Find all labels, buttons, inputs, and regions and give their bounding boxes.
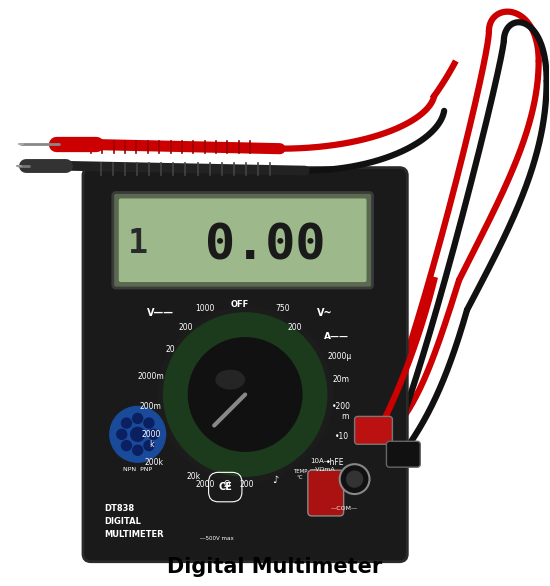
FancyBboxPatch shape	[113, 192, 372, 288]
Text: 200k: 200k	[144, 458, 163, 466]
Text: 20: 20	[166, 345, 175, 354]
FancyBboxPatch shape	[119, 199, 366, 282]
Text: —VΩmA: —VΩmA	[310, 466, 336, 472]
Text: 0.00: 0.00	[205, 222, 325, 269]
Circle shape	[158, 307, 333, 482]
Text: 750: 750	[276, 304, 290, 314]
Text: 2000μ: 2000μ	[328, 352, 352, 361]
Circle shape	[122, 441, 131, 451]
Text: DT838: DT838	[104, 505, 134, 513]
Text: ―500V max: ―500V max	[200, 536, 234, 541]
Text: NPN  PNP: NPN PNP	[123, 466, 152, 472]
Circle shape	[110, 407, 166, 462]
Text: Ω: Ω	[224, 479, 230, 489]
FancyBboxPatch shape	[83, 168, 408, 562]
Circle shape	[133, 445, 142, 455]
Circle shape	[122, 418, 131, 428]
Circle shape	[148, 430, 158, 440]
Circle shape	[133, 414, 142, 423]
Ellipse shape	[215, 370, 245, 390]
Circle shape	[144, 441, 154, 451]
Text: CE: CE	[218, 482, 232, 492]
FancyBboxPatch shape	[387, 441, 420, 467]
Text: 200m: 200m	[140, 402, 162, 411]
Text: —COM—: —COM—	[331, 506, 358, 512]
Text: V~: V~	[317, 308, 333, 318]
Circle shape	[340, 464, 370, 494]
Circle shape	[144, 418, 154, 428]
Text: 1000: 1000	[196, 304, 215, 314]
Text: 20k: 20k	[186, 472, 201, 481]
FancyBboxPatch shape	[308, 470, 344, 516]
Text: •10: •10	[334, 432, 349, 441]
Circle shape	[163, 313, 327, 476]
Text: 200: 200	[288, 323, 302, 332]
Text: 2000m: 2000m	[138, 372, 164, 381]
Text: A——: A——	[324, 332, 349, 341]
Text: •200: •200	[332, 402, 351, 411]
Text: MULTIMETER: MULTIMETER	[104, 530, 163, 539]
Circle shape	[346, 471, 362, 487]
Text: 200: 200	[240, 479, 255, 489]
Text: TEMP
°C: TEMP °C	[293, 469, 307, 479]
Text: 1: 1	[128, 227, 148, 260]
Text: V——: V——	[147, 308, 174, 318]
Text: 20m: 20m	[332, 375, 349, 384]
Circle shape	[131, 427, 145, 441]
Text: 10A—: 10A—	[310, 458, 331, 464]
Text: DIGITAL: DIGITAL	[104, 517, 141, 526]
Text: ♪: ♪	[272, 475, 278, 485]
Text: Digital Multimeter: Digital Multimeter	[167, 557, 383, 577]
Text: m: m	[341, 412, 348, 421]
Text: 200: 200	[178, 323, 192, 332]
Text: •hFE: •hFE	[326, 458, 344, 466]
Text: k: k	[150, 440, 154, 449]
Text: OFF: OFF	[231, 301, 249, 309]
Circle shape	[117, 430, 126, 440]
Text: 2000: 2000	[142, 430, 161, 439]
Circle shape	[189, 338, 302, 451]
FancyBboxPatch shape	[355, 417, 392, 444]
Text: 2000: 2000	[196, 479, 215, 489]
